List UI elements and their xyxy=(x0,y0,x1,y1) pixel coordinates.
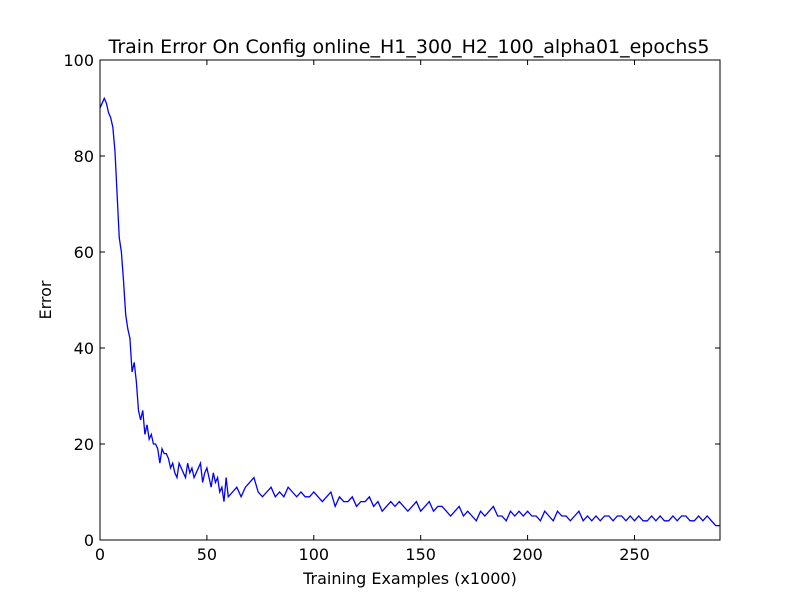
plot-frame xyxy=(99,59,721,541)
x-tick-label: 200 xyxy=(512,545,543,564)
x-tick-label: 250 xyxy=(619,545,650,564)
y-tick-label: 20 xyxy=(74,435,94,454)
plot-area xyxy=(100,60,720,540)
x-tick-label: 150 xyxy=(405,545,436,564)
x-tick-label: 0 xyxy=(95,545,105,564)
y-tick-label: 60 xyxy=(74,243,94,262)
series-line-train-error xyxy=(99,96,720,527)
x-tick-label: 100 xyxy=(299,545,330,564)
x-axis-ticks: 0 50 100 150 200 250 xyxy=(95,60,650,564)
y-tick-label: 40 xyxy=(74,339,94,358)
x-axis-label: Training Examples (x1000) xyxy=(302,569,517,588)
y-axis-ticks: 0 20 40 60 80 100 xyxy=(63,51,720,550)
x-tick-label: 50 xyxy=(197,545,217,564)
y-tick-label: 100 xyxy=(63,51,94,70)
y-axis-label: Error xyxy=(36,280,55,319)
y-tick-label: 0 xyxy=(84,531,94,550)
y-tick-label: 80 xyxy=(74,147,94,166)
chart-title: Train Error On Config online_H1_300_H2_1… xyxy=(108,36,710,58)
